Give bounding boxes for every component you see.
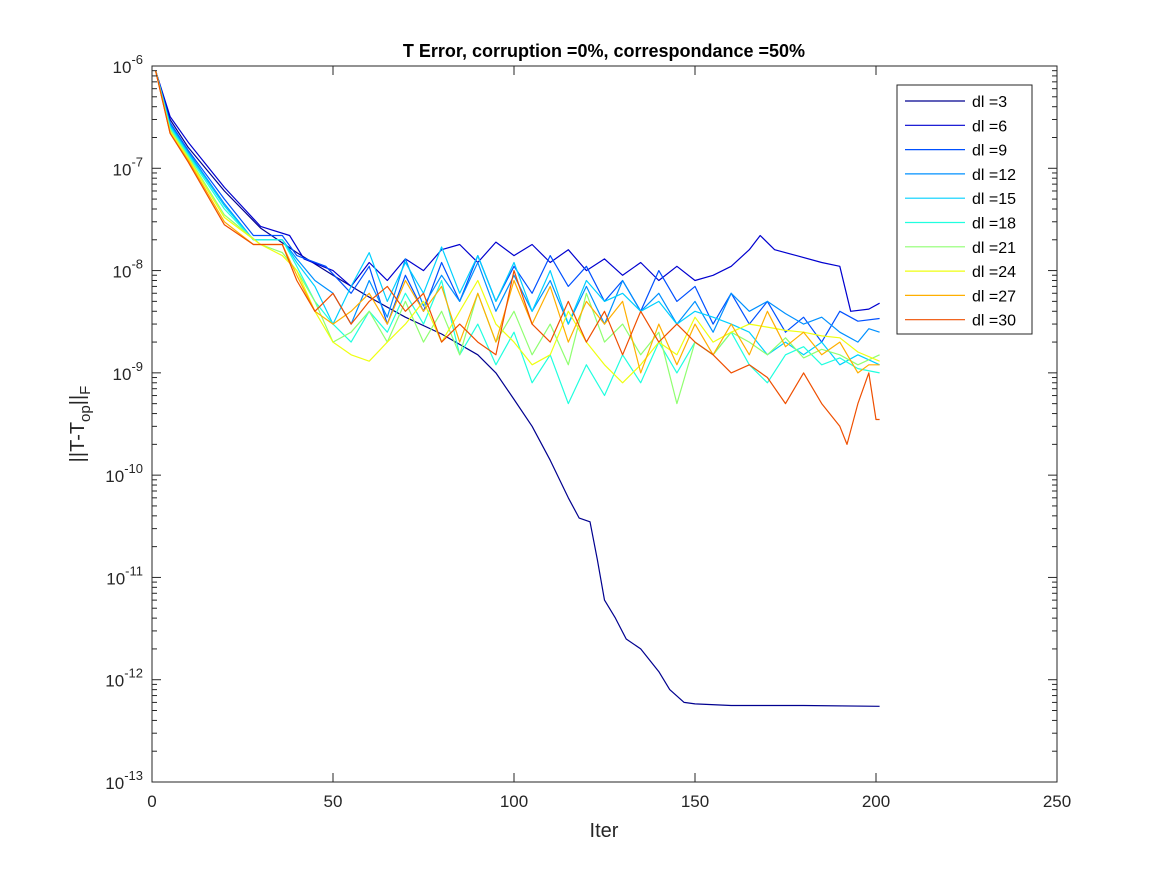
legend-items: dl =3 dl =6 dl =9 dl =12 dl =15 dl =18 dl =21 d… <box>905 94 1016 330</box>
y-axis-label-main: ||T-T <box>67 422 89 462</box>
legend-label: dl =6 <box>972 118 1007 135</box>
y-tick-base: 10 <box>113 365 132 384</box>
legend-label: dl =27 <box>972 288 1016 305</box>
series-line-7 <box>155 70 880 405</box>
y-tick-base: 10 <box>106 569 125 588</box>
y-tick-label: 10-8 <box>113 257 143 282</box>
y-tick-label: 10-13 <box>105 768 143 793</box>
y-tick-base: 10 <box>113 58 132 77</box>
legend-label: dl =12 <box>972 167 1016 184</box>
y-tick-base: 10 <box>113 160 132 179</box>
x-tick-label: 0 <box>147 792 156 811</box>
legend-label: dl =18 <box>972 216 1016 233</box>
y-tick-label: 10-12 <box>105 666 143 691</box>
y-axis-label-sub: op <box>77 405 94 422</box>
y-tick-label: 10-10 <box>105 461 143 486</box>
legend-label: dl =3 <box>972 94 1007 111</box>
series-line-5 <box>155 70 880 366</box>
y-tick-exponent: -9 <box>131 359 143 374</box>
x-axis-label: Iter <box>590 820 619 842</box>
y-tick-exponent: -8 <box>131 257 143 272</box>
x-tick-label: 50 <box>324 792 343 811</box>
x-tick-label: 200 <box>862 792 890 811</box>
y-axis-label-sub2: F <box>77 386 94 395</box>
y-tick-exponent: -12 <box>124 666 143 681</box>
series-line-6 <box>155 70 880 405</box>
series-layer <box>155 70 880 707</box>
y-tick-exponent: -10 <box>124 461 143 476</box>
y-tick-exponent: -13 <box>124 768 143 783</box>
legend-label: dl =15 <box>972 191 1016 208</box>
x-tick-label: 150 <box>681 792 709 811</box>
series-line-3 <box>155 70 880 343</box>
y-tick-exponent: -6 <box>131 52 143 67</box>
legend-label: dl =30 <box>972 313 1016 330</box>
y-tick-exponent: -11 <box>125 563 143 578</box>
y-tick-exponent: -7 <box>131 154 143 169</box>
y-axis-label: ||T-Top||F <box>67 386 94 463</box>
y-axis-label-mid: || <box>67 395 89 405</box>
y-tick-base: 10 <box>105 672 124 691</box>
series-line-2 <box>155 70 880 312</box>
x-tick-label: 100 <box>500 792 528 811</box>
y-tick-base: 10 <box>105 467 124 486</box>
series-line-10 <box>155 70 880 445</box>
y-tick-label: 10-9 <box>113 359 143 384</box>
legend: dl =3 dl =6 dl =9 dl =12 dl =15 dl =18 dl =21 d… <box>896 84 1033 335</box>
y-tick-base: 10 <box>105 774 124 793</box>
y-tick-base: 10 <box>113 263 132 282</box>
legend-label: dl =21 <box>972 240 1016 257</box>
y-tick-label: 10-6 <box>113 52 143 77</box>
legend-box <box>896 84 1033 335</box>
series-line-9 <box>155 70 880 374</box>
series-line-4 <box>155 70 880 343</box>
y-tick-label: 10-11 <box>106 563 143 588</box>
chart-title: T Error, corruption =0%, correspondance … <box>403 41 805 61</box>
legend-label: dl =9 <box>972 143 1007 160</box>
x-ticks: 0 50 100 150 200 250 <box>147 66 1071 811</box>
series-line-1 <box>155 70 880 707</box>
axes-box <box>151 65 1058 783</box>
legend-label: dl =24 <box>972 264 1016 281</box>
y-tick-label: 10-7 <box>113 154 143 179</box>
x-tick-label: 250 <box>1043 792 1071 811</box>
